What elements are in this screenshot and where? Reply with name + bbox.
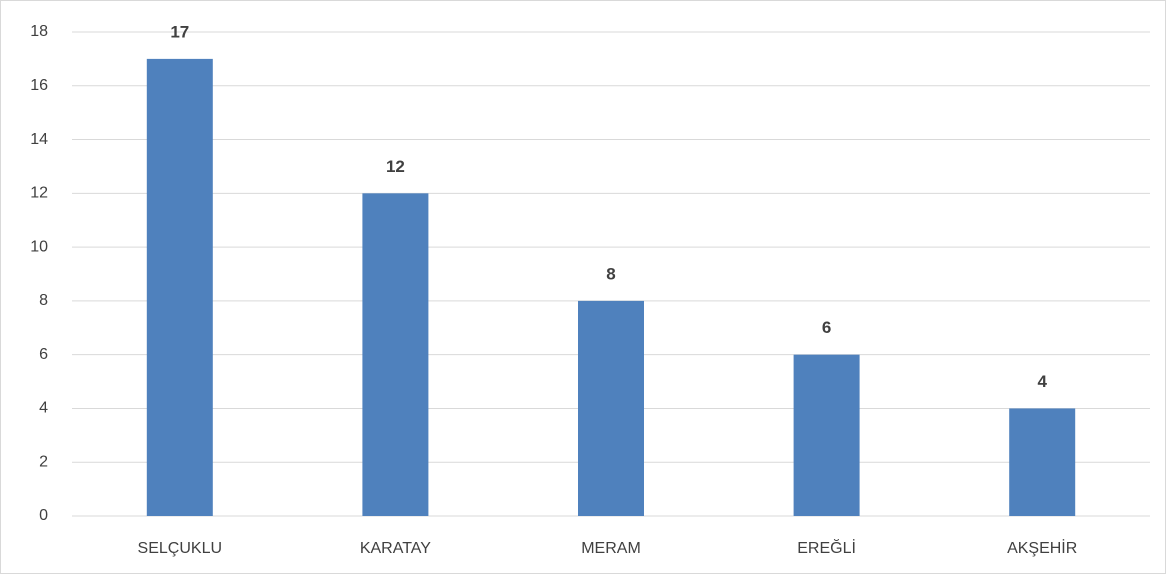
bar [578,300,644,516]
data-label: 6 [822,318,831,337]
y-tick-label: 4 [39,400,48,417]
bar [362,193,429,517]
y-tick-label: 12 [30,185,48,202]
data-label: 8 [606,264,615,283]
x-tick-label: EREĞLİ [797,538,856,557]
y-tick-label: 14 [30,131,48,148]
y-tick-label: 10 [30,238,48,255]
data-label: 4 [1037,372,1047,391]
y-tick-label: 6 [39,346,48,363]
y-tick-label: 8 [39,292,48,309]
data-label: 17 [170,22,189,41]
x-tick-label: AKŞEHİR [1007,538,1077,557]
bar [1009,408,1076,516]
bar [793,354,860,516]
data-label: 12 [386,157,405,176]
x-tick-label: SELÇUKLU [138,540,222,557]
bar [146,58,213,517]
x-tick-label: MERAM [581,540,641,557]
x-tick-label: KARATAY [360,540,431,557]
y-tick-label: 2 [39,453,48,470]
y-tick-label: 16 [30,77,48,94]
y-tick-label: 0 [39,507,48,524]
y-tick-label: 18 [30,23,48,40]
